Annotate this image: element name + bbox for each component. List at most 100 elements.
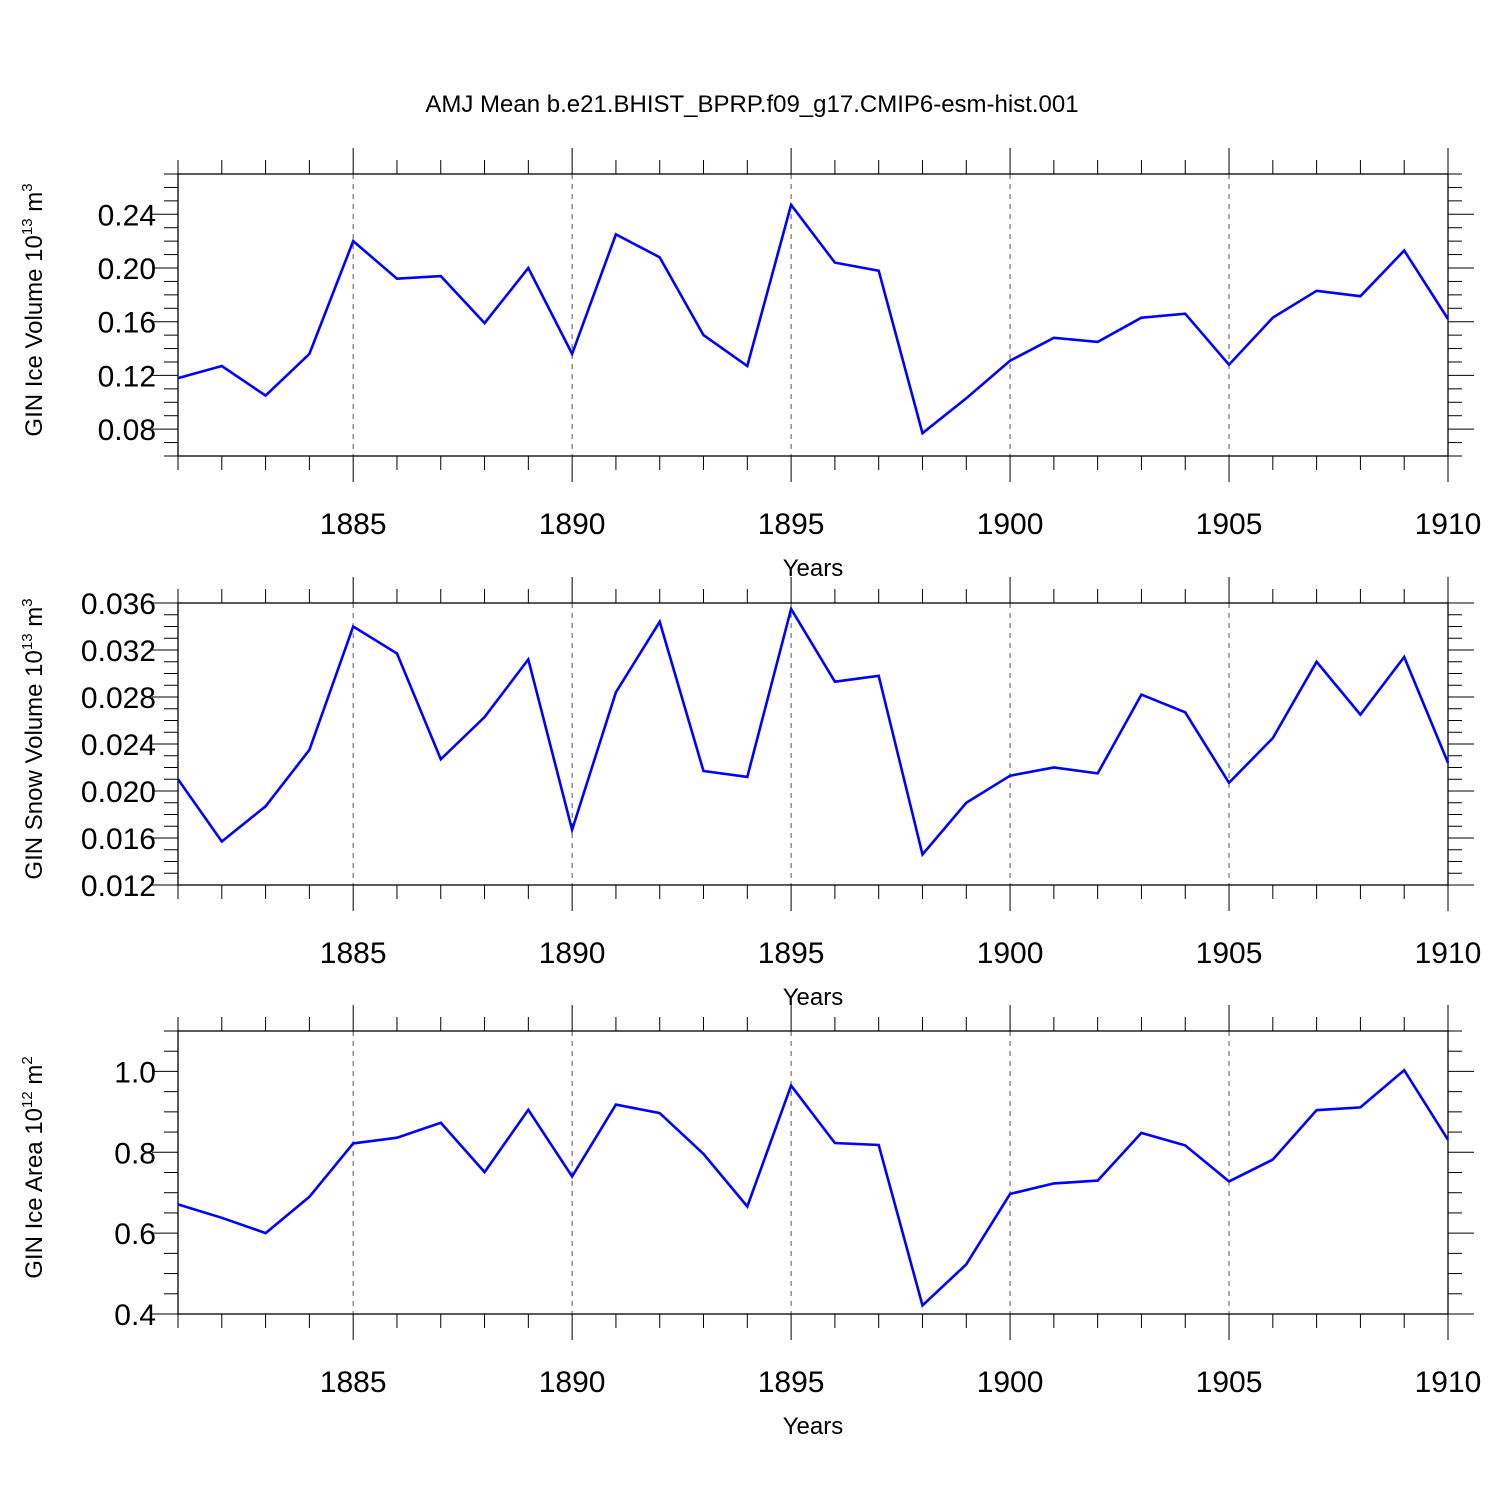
data-point [1139,693,1143,697]
data-point [176,1202,180,1206]
data-point [1271,316,1275,320]
data-point [1358,713,1362,717]
data-point [570,352,574,356]
x-axis-label: Years [783,555,844,582]
data-point [702,1152,706,1156]
data-point [1358,294,1362,298]
data-point [483,715,487,719]
x-tick-label: 1895 [758,937,825,970]
data-point [570,1175,574,1179]
data-point [702,769,706,773]
data-point [1315,289,1319,293]
panel-snow-volume: 1885 1890 1895 1900 1905 1910 Years 0.012 0.016 0… [19,577,1481,1011]
data-point [395,652,399,656]
data-point [1096,1179,1100,1183]
data-point [745,775,749,779]
data-point [351,239,355,243]
data-point [176,376,180,380]
data-point [526,1108,530,1112]
y-tick-label: 0.024 [81,729,156,762]
y-tick-label: 0.20 [98,253,156,286]
data-point [1271,1158,1275,1162]
data-point [1183,710,1187,714]
series-line-snow-volume [176,605,1450,858]
data-point [307,352,311,356]
data-point [877,269,881,273]
series-line-ice-volume [177,202,1450,436]
data-point [745,364,749,368]
data-point [307,1195,311,1199]
x-tick-label: 1885 [320,937,387,970]
data-point [920,1304,924,1308]
data-point [1139,316,1143,320]
x-axis-label: Years [783,1413,844,1440]
data-point [658,620,662,624]
data-point [570,828,574,832]
data-point [1227,363,1231,367]
y-tick-label: 0.6 [114,1218,156,1251]
data-point [1096,340,1100,344]
data-point [1402,1068,1406,1072]
data-point [614,232,618,236]
data-point [789,1084,793,1088]
y-axis-label: GIN Snow Volume 1013 m3 [19,598,48,879]
data-point [1315,1108,1319,1112]
data-point [702,333,706,337]
y-tick-label: 0.020 [81,776,156,809]
x-tick-label: 1900 [977,508,1044,541]
y-tick-label: 0.24 [98,199,156,232]
y-tick-label: 1.0 [114,1056,156,1089]
x-tick-label: 1895 [758,1366,825,1399]
y-tick-label: 0.8 [114,1137,156,1170]
data-point [1227,1179,1231,1183]
data-point [745,1204,749,1208]
data-point [964,1262,968,1266]
data-point [1358,1105,1362,1109]
data-point [1008,774,1012,778]
x-tick-label: 1885 [320,508,387,541]
x-tick-label: 1905 [1196,937,1263,970]
y-tick-label: 0.08 [98,414,156,447]
data-point [964,801,968,805]
y-tick-label: 0.032 [81,635,156,668]
data-point [1052,1181,1056,1185]
x-tick-label: 1910 [1415,937,1482,970]
x-axis-label: Years [783,984,844,1011]
data-point [526,657,530,661]
data-point [1271,736,1275,740]
data-point [614,690,618,694]
panel-ice-volume: 1885 1890 1895 1900 1905 1910 Years 0.08 0.12 0.1… [19,148,1481,582]
data-point [920,431,924,435]
data-point [920,852,924,856]
data-point [439,1121,443,1125]
plot-frame [177,1030,1449,1315]
data-point [833,261,837,265]
plot-frame [177,173,1449,457]
x-tick-label: 1890 [539,508,606,541]
x-tick-label: 1910 [1415,508,1482,541]
x-tick-label: 1890 [539,1366,606,1399]
data-point [483,321,487,325]
data-point [395,1136,399,1140]
data-point [220,1216,224,1220]
data-point [220,364,224,368]
data-point [1052,766,1056,770]
y-tick-label: 0.4 [114,1299,156,1332]
x-tick-label: 1895 [758,508,825,541]
data-point [1052,336,1056,340]
data-point [964,396,968,400]
x-tick-label: 1885 [320,1366,387,1399]
data-point [789,203,793,207]
x-tick-label: 1905 [1196,508,1263,541]
x-tick-label: 1900 [977,937,1044,970]
data-point [877,1143,881,1147]
data-point [833,1141,837,1145]
x-tick-label: 1890 [539,937,606,970]
data-point [526,266,530,270]
y-tick-label: 0.16 [98,307,156,340]
data-point [220,840,224,844]
y-tick-label: 0.036 [81,588,156,621]
series-line-ice-area [177,1068,1450,1308]
figure-title: AMJ Mean b.e21.BHIST_BPRP.f09_g17.CMIP6-… [425,91,1078,118]
